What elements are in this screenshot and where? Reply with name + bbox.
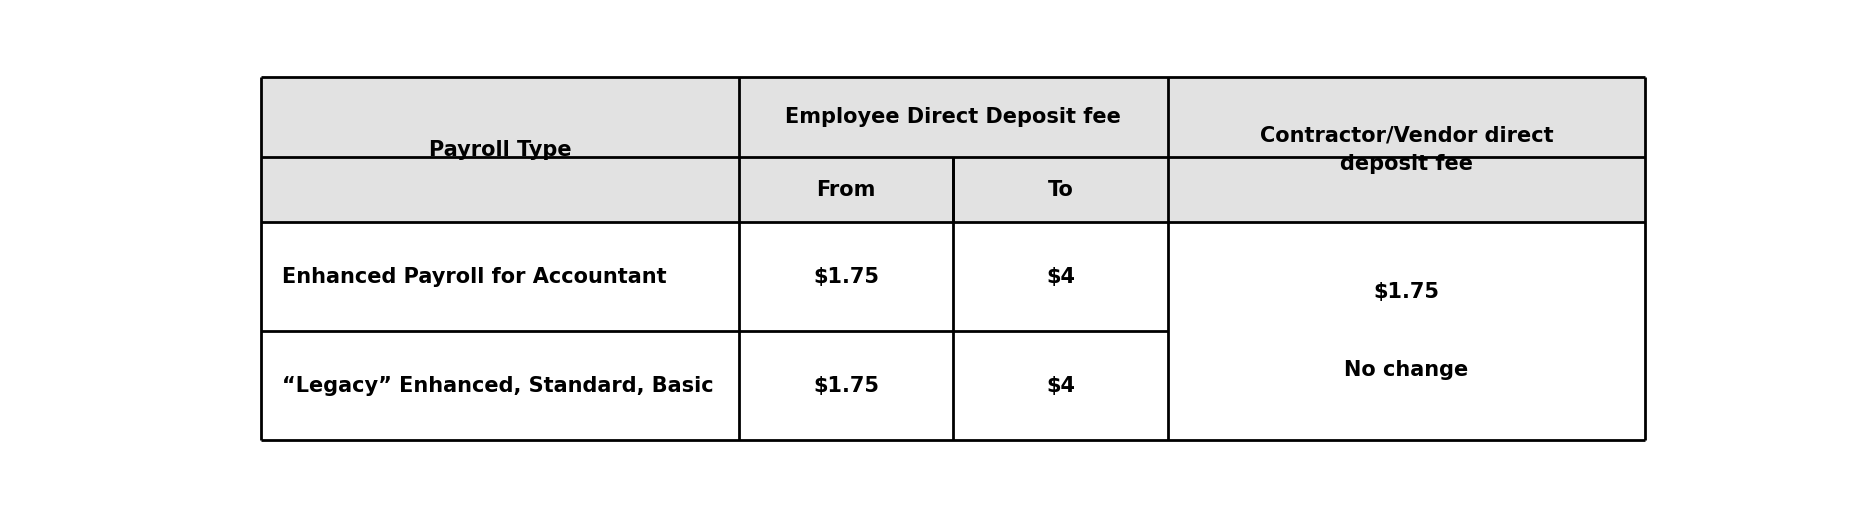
Bar [1168, 77, 1644, 222]
Bar [260, 331, 738, 440]
Bar [738, 331, 952, 440]
Bar [738, 157, 952, 222]
Text: “Legacy” Enhanced, Standard, Basic: “Legacy” Enhanced, Standard, Basic [281, 375, 712, 395]
Bar [738, 222, 952, 331]
Text: To: To [1047, 180, 1073, 200]
Bar [260, 222, 738, 331]
Bar [738, 77, 1168, 157]
Text: From: From [817, 180, 876, 200]
Text: Employee Direct Deposit fee: Employee Direct Deposit fee [785, 107, 1122, 127]
Text: Contractor/Vendor direct
deposit fee: Contractor/Vendor direct deposit fee [1259, 126, 1553, 174]
Text: Payroll Type: Payroll Type [428, 140, 571, 160]
Text: $1.75: $1.75 [813, 375, 880, 395]
Text: $4: $4 [1045, 375, 1075, 395]
Bar [952, 331, 1168, 440]
Bar [260, 77, 738, 222]
Bar [952, 222, 1168, 331]
Text: $1.75: $1.75 [813, 267, 880, 287]
Text: $4: $4 [1045, 267, 1075, 287]
Bar [1168, 222, 1644, 440]
Bar [952, 157, 1168, 222]
Text: Enhanced Payroll for Accountant: Enhanced Payroll for Accountant [281, 267, 666, 287]
Text: $1.75

No change: $1.75 No change [1345, 282, 1469, 380]
